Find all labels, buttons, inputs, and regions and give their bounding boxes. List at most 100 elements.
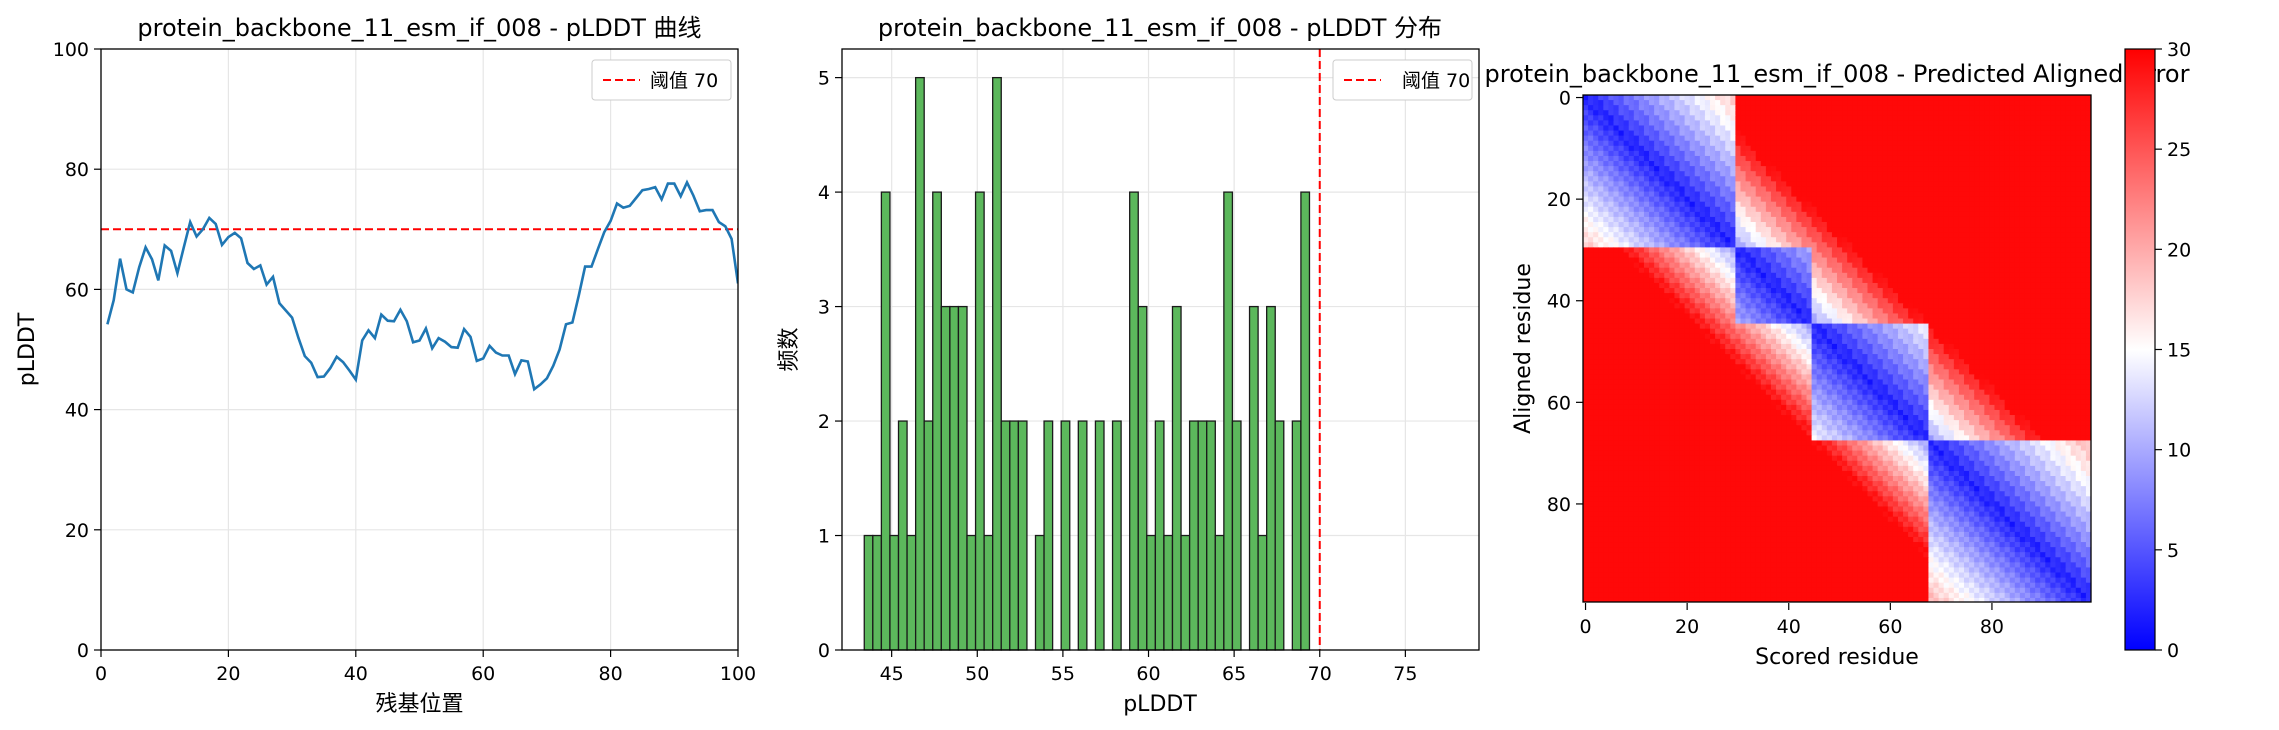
heatmap-cell bbox=[1882, 242, 1889, 248]
heatmap-cell bbox=[1928, 237, 1935, 243]
heatmap-cell bbox=[1720, 125, 1726, 132]
heatmap-cell bbox=[1588, 222, 1594, 228]
heatmap-cell bbox=[1628, 176, 1635, 182]
heatmap-cell bbox=[1781, 125, 1787, 132]
heatmap-cell bbox=[1689, 135, 1696, 142]
heatmap-cell bbox=[2009, 130, 2016, 137]
heatmap-cell bbox=[1643, 227, 1650, 233]
heatmap-cell bbox=[2024, 232, 2031, 238]
heatmap-cell bbox=[1715, 100, 1721, 106]
heatmap-cell bbox=[1725, 247, 1731, 254]
heatmap-cell bbox=[1877, 140, 1884, 147]
heatmap-cell bbox=[1913, 95, 1919, 101]
heatmap-cell bbox=[1821, 120, 1828, 127]
heatmap-cell bbox=[1618, 201, 1625, 208]
heatmap-cell bbox=[1842, 135, 1848, 142]
heatmap-cell bbox=[1882, 135, 1889, 142]
heatmap-cell bbox=[1811, 95, 1818, 101]
heatmap-cell bbox=[1654, 216, 1660, 223]
heatmap-cell bbox=[1882, 303, 1889, 309]
heatmap-cell bbox=[1684, 145, 1691, 152]
heatmap-cell bbox=[1882, 100, 1889, 106]
heatmap-cell bbox=[2030, 288, 2036, 294]
heatmap-cell bbox=[1887, 272, 1894, 279]
heatmap-cell bbox=[2024, 262, 2031, 269]
heatmap-cell bbox=[1674, 115, 1681, 121]
heatmap-cell bbox=[1943, 333, 1950, 340]
heatmap-cell bbox=[1720, 186, 1726, 193]
heatmap-cell bbox=[1638, 262, 1645, 269]
heatmap-cell bbox=[1770, 288, 1777, 294]
heatmap-cell bbox=[1867, 262, 1874, 269]
heatmap-cell bbox=[2065, 100, 2072, 106]
heatmap-cell bbox=[1877, 237, 1884, 243]
heatmap-cell bbox=[1588, 313, 1594, 320]
heatmap-cell bbox=[1588, 161, 1594, 167]
heatmap-cell bbox=[1918, 328, 1924, 335]
heatmap-cell bbox=[1994, 186, 2001, 193]
heatmap-cell bbox=[1593, 166, 1599, 172]
heatmap-cell bbox=[1638, 110, 1645, 116]
heatmap-cell bbox=[1989, 140, 1996, 147]
heatmap-cell bbox=[2004, 242, 2011, 248]
heatmap-cell bbox=[2004, 318, 2011, 325]
heatmap-cell bbox=[1730, 130, 1736, 137]
heatmap-cell bbox=[1801, 216, 1808, 223]
heatmap-cell bbox=[1913, 181, 1919, 188]
heatmap-cell bbox=[1806, 166, 1813, 172]
heatmap-cell bbox=[1730, 308, 1736, 315]
heatmap-cell bbox=[1669, 323, 1676, 330]
heatmap-cell bbox=[1643, 232, 1650, 238]
heatmap-cell bbox=[1943, 140, 1950, 147]
heatmap-cell bbox=[1867, 145, 1874, 152]
heatmap-cell bbox=[2004, 232, 2011, 238]
heatmap-cell bbox=[1750, 166, 1757, 172]
heatmap-cell bbox=[1984, 277, 1990, 284]
heatmap-cell bbox=[1887, 125, 1894, 132]
heatmap-cell bbox=[1786, 247, 1792, 254]
heatmap-cell bbox=[2024, 181, 2031, 188]
heatmap-cell bbox=[1918, 272, 1924, 279]
heatmap-cell bbox=[1791, 135, 1797, 142]
heatmap-cell bbox=[1776, 110, 1782, 116]
heatmap-cell bbox=[1847, 181, 1853, 188]
heatmap-cell bbox=[1918, 222, 1924, 228]
heatmap-cell bbox=[1710, 277, 1716, 284]
heatmap-cell bbox=[1958, 288, 1965, 294]
heatmap-cell bbox=[1938, 303, 1945, 309]
heatmap-cell bbox=[1770, 196, 1777, 203]
heatmap-cell bbox=[1730, 166, 1736, 172]
heatmap-cell bbox=[1765, 155, 1772, 162]
heatmap-cell bbox=[1969, 135, 1975, 142]
heatmap-cell bbox=[1694, 166, 1701, 172]
heatmap-cell bbox=[1588, 318, 1594, 325]
heatmap-cell bbox=[1725, 313, 1731, 320]
heatmap-cell bbox=[2035, 130, 2041, 137]
heatmap-cell bbox=[1684, 110, 1691, 116]
heatmap-cell bbox=[1999, 237, 2006, 243]
heatmap-cell bbox=[1598, 237, 1604, 243]
heatmap-cell bbox=[2075, 262, 2082, 269]
heatmap-cell bbox=[1964, 140, 1970, 147]
x-tick-label: 20 bbox=[216, 663, 240, 685]
heatmap-cell bbox=[2024, 222, 2031, 228]
heatmap-cell bbox=[1801, 181, 1808, 188]
heatmap-cell bbox=[1608, 135, 1615, 142]
heatmap-cell bbox=[1857, 232, 1863, 238]
heatmap-cell bbox=[1842, 216, 1848, 223]
heatmap-cell bbox=[1918, 293, 1924, 299]
heatmap-cell bbox=[1811, 338, 1818, 345]
heatmap-cell bbox=[1623, 328, 1630, 335]
heatmap-cell bbox=[2019, 232, 2026, 238]
heatmap-cell bbox=[1979, 135, 1985, 142]
heatmap-cell bbox=[1710, 196, 1716, 203]
heatmap-cell bbox=[1923, 216, 1930, 223]
heatmap-cell bbox=[2040, 211, 2046, 218]
heatmap-cell bbox=[1786, 120, 1792, 127]
heatmap-cell bbox=[2055, 237, 2062, 243]
heatmap-cell bbox=[1989, 293, 1996, 299]
heatmap-cell bbox=[1588, 176, 1594, 182]
heatmap-cell bbox=[1816, 242, 1823, 248]
heatmap-cell bbox=[2040, 166, 2046, 172]
heatmap-cell bbox=[1979, 333, 1985, 340]
